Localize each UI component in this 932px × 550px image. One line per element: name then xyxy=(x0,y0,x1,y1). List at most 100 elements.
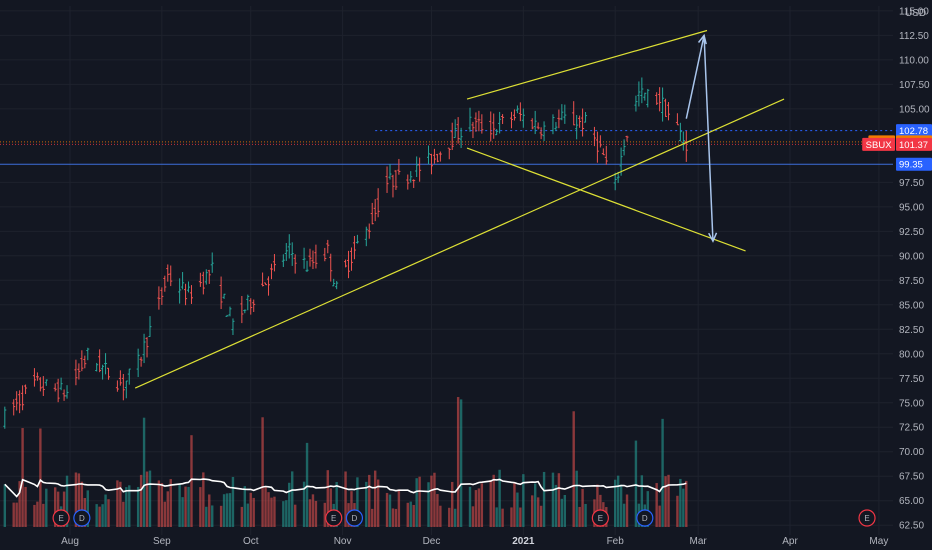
price-badge-tag-text: SBUX xyxy=(866,140,893,151)
dividend-event-marker[interactable]: D xyxy=(345,509,364,527)
volume-bar xyxy=(45,488,48,527)
time-tick-label: Sep xyxy=(153,536,171,547)
earnings-event-marker[interactable]: E xyxy=(591,509,609,527)
price-tick-label: 80.00 xyxy=(899,349,924,360)
volume-bar xyxy=(65,475,69,527)
volume-bar xyxy=(33,504,36,527)
volume-bar xyxy=(246,503,249,527)
volume-bar xyxy=(551,472,555,527)
price-axis[interactable]: 115.00 112.50 110.00 107.50 105.00 97.50 95.00… xyxy=(899,6,930,531)
volume-bar xyxy=(104,494,107,527)
volume-bar xyxy=(24,486,27,527)
volume-bar xyxy=(682,488,685,527)
volume-bar xyxy=(119,481,122,527)
volume-bar xyxy=(371,508,374,527)
volume-bar xyxy=(613,479,617,527)
volume-bar xyxy=(160,483,164,527)
volume-bar xyxy=(252,497,255,527)
price-tick-label: 107.50 xyxy=(899,80,930,91)
volume-bar xyxy=(510,507,513,527)
price-tick-label: 90.00 xyxy=(899,251,924,262)
volume-bar xyxy=(282,501,285,527)
price-bars[interactable] xyxy=(3,77,688,429)
volume-bar xyxy=(125,487,128,527)
volume-bar xyxy=(74,472,78,527)
volume-bar xyxy=(471,506,475,527)
volume-bar xyxy=(448,507,451,527)
volume-moving-average-line xyxy=(4,478,687,498)
volume-bar xyxy=(116,480,119,527)
volume-bar xyxy=(531,495,534,527)
volume-bar xyxy=(640,475,644,527)
event-marker-letter: E xyxy=(598,514,603,523)
volume-bar xyxy=(261,417,264,527)
volume-bar xyxy=(415,478,418,527)
price-badge-value: 99.35 xyxy=(899,160,923,171)
earnings-event-marker[interactable]: E xyxy=(858,509,876,527)
projection-arrow[interactable] xyxy=(685,33,718,243)
projection-arrow-head-up xyxy=(697,33,707,45)
earnings-event-marker[interactable]: E xyxy=(52,509,70,527)
price-tick-label: 65.00 xyxy=(899,496,924,507)
volume-bar xyxy=(56,491,60,527)
volume-bar xyxy=(314,500,318,527)
volume-bar xyxy=(148,470,152,527)
price-tick-label: 85.00 xyxy=(899,300,924,311)
volume-bar xyxy=(368,474,371,527)
price-tick-label: 75.00 xyxy=(899,398,924,409)
volume-bar xyxy=(685,480,688,527)
volume-bar xyxy=(459,399,463,527)
volume-bar xyxy=(12,502,15,527)
volume-bar xyxy=(427,482,430,527)
volume-bar xyxy=(273,496,276,527)
volume-bar xyxy=(572,411,575,527)
volume-bar xyxy=(622,503,626,527)
volume-bar xyxy=(385,492,389,527)
time-tick-label: Nov xyxy=(334,536,352,547)
volume-bar xyxy=(166,491,169,527)
time-tick-label: 2021 xyxy=(512,536,535,547)
earnings-event-marker[interactable]: E xyxy=(325,509,343,527)
volume-bar xyxy=(596,484,599,527)
event-marker-circle xyxy=(858,509,876,527)
volume-bar xyxy=(21,428,24,527)
event-marker-letter: E xyxy=(58,514,63,523)
volume-bar xyxy=(39,428,42,527)
volume-bar xyxy=(676,495,679,527)
volume-bar xyxy=(202,472,205,527)
volume-bar xyxy=(397,489,401,527)
volume-bar xyxy=(335,482,338,527)
volume-bar xyxy=(205,506,208,527)
volume-bar xyxy=(122,501,125,527)
currency-label[interactable]: USD xyxy=(905,8,926,19)
volume-bar xyxy=(575,470,578,527)
volume-bar xyxy=(249,492,252,527)
time-tick-label: Oct xyxy=(243,536,259,547)
dividend-event-marker[interactable]: D xyxy=(636,509,654,527)
event-marker-circle xyxy=(73,509,91,527)
volume-bar xyxy=(178,484,181,527)
volume-bar xyxy=(107,499,110,527)
volume-bar xyxy=(190,435,193,527)
volume-bar xyxy=(95,504,98,527)
time-tick-label: Apr xyxy=(782,536,798,547)
time-axis[interactable]: Aug Sep Oct Nov Dec 2021 Feb Mar Apr May xyxy=(61,536,888,547)
volume-bar xyxy=(42,503,45,527)
volume-bar xyxy=(308,499,312,527)
volume-bar xyxy=(187,486,190,527)
volume-bar xyxy=(554,484,558,527)
trend-lines[interactable] xyxy=(134,29,785,389)
volume-bar xyxy=(128,485,131,527)
volume-bar xyxy=(436,494,439,527)
dividend-event-marker[interactable]: D xyxy=(73,509,91,527)
volume-bar xyxy=(3,484,7,527)
volume-bar xyxy=(581,488,584,527)
volume-bar xyxy=(664,476,667,527)
volume-bar xyxy=(433,472,436,527)
price-tick-label: 112.50 xyxy=(899,31,929,42)
volume-bar xyxy=(439,505,442,527)
